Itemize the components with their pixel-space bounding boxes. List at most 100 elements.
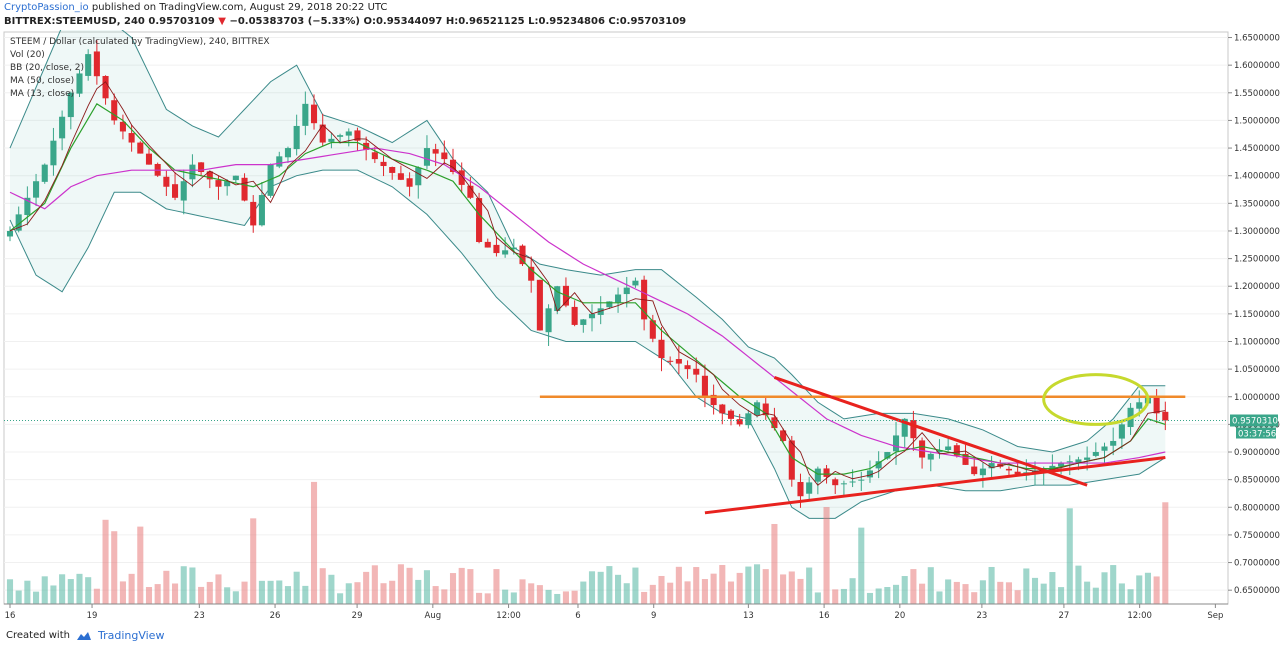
- volume-bar: [415, 579, 422, 604]
- y-tick-label: 1.05000000: [1234, 365, 1280, 375]
- down-arrow-icon: ▼: [218, 16, 226, 27]
- x-tick-label: 12:00: [496, 611, 521, 621]
- volume-bar: [736, 572, 743, 604]
- volume-bar: [571, 590, 578, 604]
- candle-body: [667, 360, 674, 362]
- candle-body: [710, 394, 717, 406]
- tradingview-brand[interactable]: TradingView: [97, 629, 165, 642]
- candle-body: [736, 419, 743, 425]
- candle-body: [493, 244, 500, 254]
- volume-bar: [823, 507, 830, 604]
- volume-bar: [319, 568, 326, 604]
- candle-body: [1014, 471, 1021, 475]
- volume-bar: [754, 564, 761, 604]
- y-tick-label: 1.40000000: [1234, 172, 1280, 182]
- volume-bar: [163, 570, 170, 604]
- candle-body: [788, 440, 795, 480]
- volume-bar: [215, 574, 222, 604]
- volume-bar: [67, 579, 74, 604]
- ohlc-text: O:0.95344097 H:0.96521125 L:0.95234806 C…: [363, 16, 687, 27]
- volume-bar: [502, 589, 509, 604]
- candle-body: [50, 140, 57, 166]
- candle-body: [180, 181, 187, 201]
- volume-bar: [997, 581, 1004, 604]
- candle-body: [519, 245, 526, 265]
- volume-bar: [554, 593, 561, 604]
- x-tick-label: 27: [1059, 611, 1070, 621]
- volume-bar: [119, 581, 126, 604]
- volume-bar: [493, 569, 500, 604]
- candle-body: [33, 181, 40, 198]
- volume-bar: [519, 579, 526, 604]
- volume-bar: [1066, 508, 1073, 604]
- candle-body: [684, 365, 691, 370]
- candle-body: [840, 483, 847, 485]
- candle-body: [1118, 424, 1125, 439]
- volume-bar: [797, 578, 804, 604]
- volume-bar: [33, 591, 40, 604]
- candle-body: [67, 92, 74, 118]
- candle-body: [310, 104, 318, 124]
- volume-bar: [397, 564, 404, 604]
- volume-bar: [597, 571, 604, 604]
- legend-ma50: MA (50, close): [10, 76, 75, 86]
- candle-body: [771, 417, 778, 429]
- x-tick-label: 13: [743, 611, 754, 621]
- volume-bar: [1110, 565, 1117, 604]
- ma13-line: [9, 103, 1166, 475]
- plot-area: [3, 31, 1229, 605]
- candle-body: [919, 440, 926, 458]
- candle-body: [606, 301, 613, 308]
- candle-body: [1162, 411, 1169, 421]
- candle-body: [936, 450, 943, 453]
- x-tick-label: 20: [894, 611, 905, 621]
- candle-body: [467, 185, 474, 198]
- volume-bar: [658, 575, 665, 604]
- author-link[interactable]: CryptoPassion_io: [4, 2, 89, 13]
- created-with-text: Created with: [6, 630, 70, 641]
- volume-bar: [224, 587, 231, 604]
- volume-bar: [641, 591, 648, 604]
- volume-bar: [649, 584, 656, 604]
- candle-body: [258, 195, 265, 226]
- volume-bar: [423, 570, 430, 604]
- candle-body: [971, 466, 978, 475]
- candle-body: [119, 121, 126, 132]
- candle-body: [510, 247, 517, 250]
- candle-body: [328, 138, 335, 142]
- volume-bar: [241, 581, 248, 604]
- candle-body: [354, 130, 361, 141]
- volume-bar: [345, 583, 352, 604]
- volume-bar: [953, 581, 960, 604]
- candle-body: [754, 402, 761, 416]
- x-tick-label: 6: [575, 611, 580, 621]
- candle-body: [701, 375, 708, 397]
- last-price-box: [1230, 414, 1278, 427]
- candle-body: [137, 142, 144, 154]
- candle-body: [15, 214, 22, 231]
- x-tick-label: 23: [976, 611, 987, 621]
- volume-bar: [745, 566, 752, 604]
- candle-body: [172, 184, 179, 198]
- volume-bar: [85, 577, 92, 604]
- volume-bar: [6, 579, 14, 604]
- volume-bar: [684, 581, 691, 604]
- candle-body: [163, 176, 170, 187]
- volume-bar: [892, 584, 900, 604]
- highlight-ellipse: [1042, 373, 1150, 426]
- candle-body: [719, 404, 726, 414]
- x-tick-label: 9: [651, 611, 656, 621]
- x-tick-label: 19: [87, 611, 98, 621]
- volume-bar: [172, 583, 179, 604]
- volume-bar: [1162, 502, 1169, 604]
- candle-body: [484, 241, 491, 248]
- candle-body: [476, 198, 483, 243]
- candle-body: [432, 149, 439, 154]
- candle-body: [284, 148, 292, 158]
- candle-body: [1101, 446, 1108, 451]
- trend-line: [704, 456, 1166, 515]
